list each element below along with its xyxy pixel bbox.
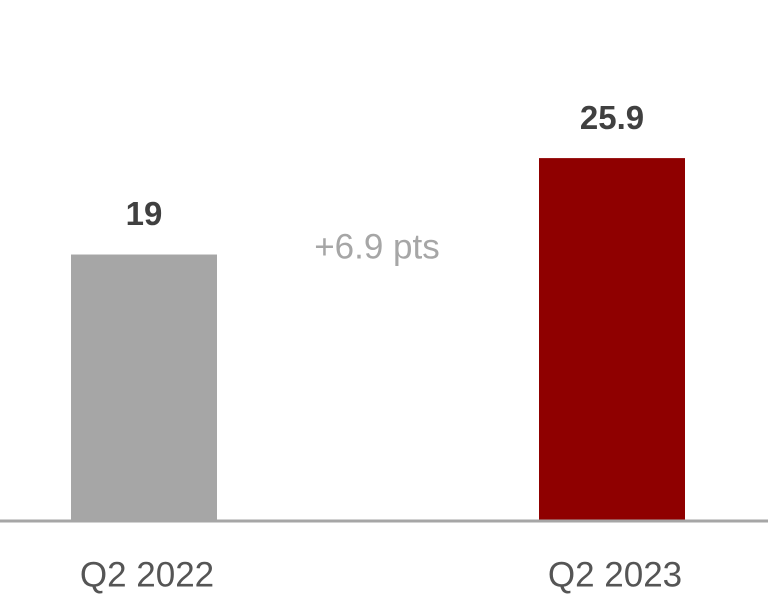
x-tick-label: Q2 2023 bbox=[548, 555, 682, 594]
value-label: 25.9 bbox=[580, 99, 644, 136]
bar bbox=[539, 158, 685, 520]
value-label: 19 bbox=[126, 195, 163, 232]
annotation: +6.9 pts bbox=[314, 227, 440, 266]
x-tick-label: Q2 2022 bbox=[80, 555, 214, 594]
bar bbox=[71, 254, 217, 520]
